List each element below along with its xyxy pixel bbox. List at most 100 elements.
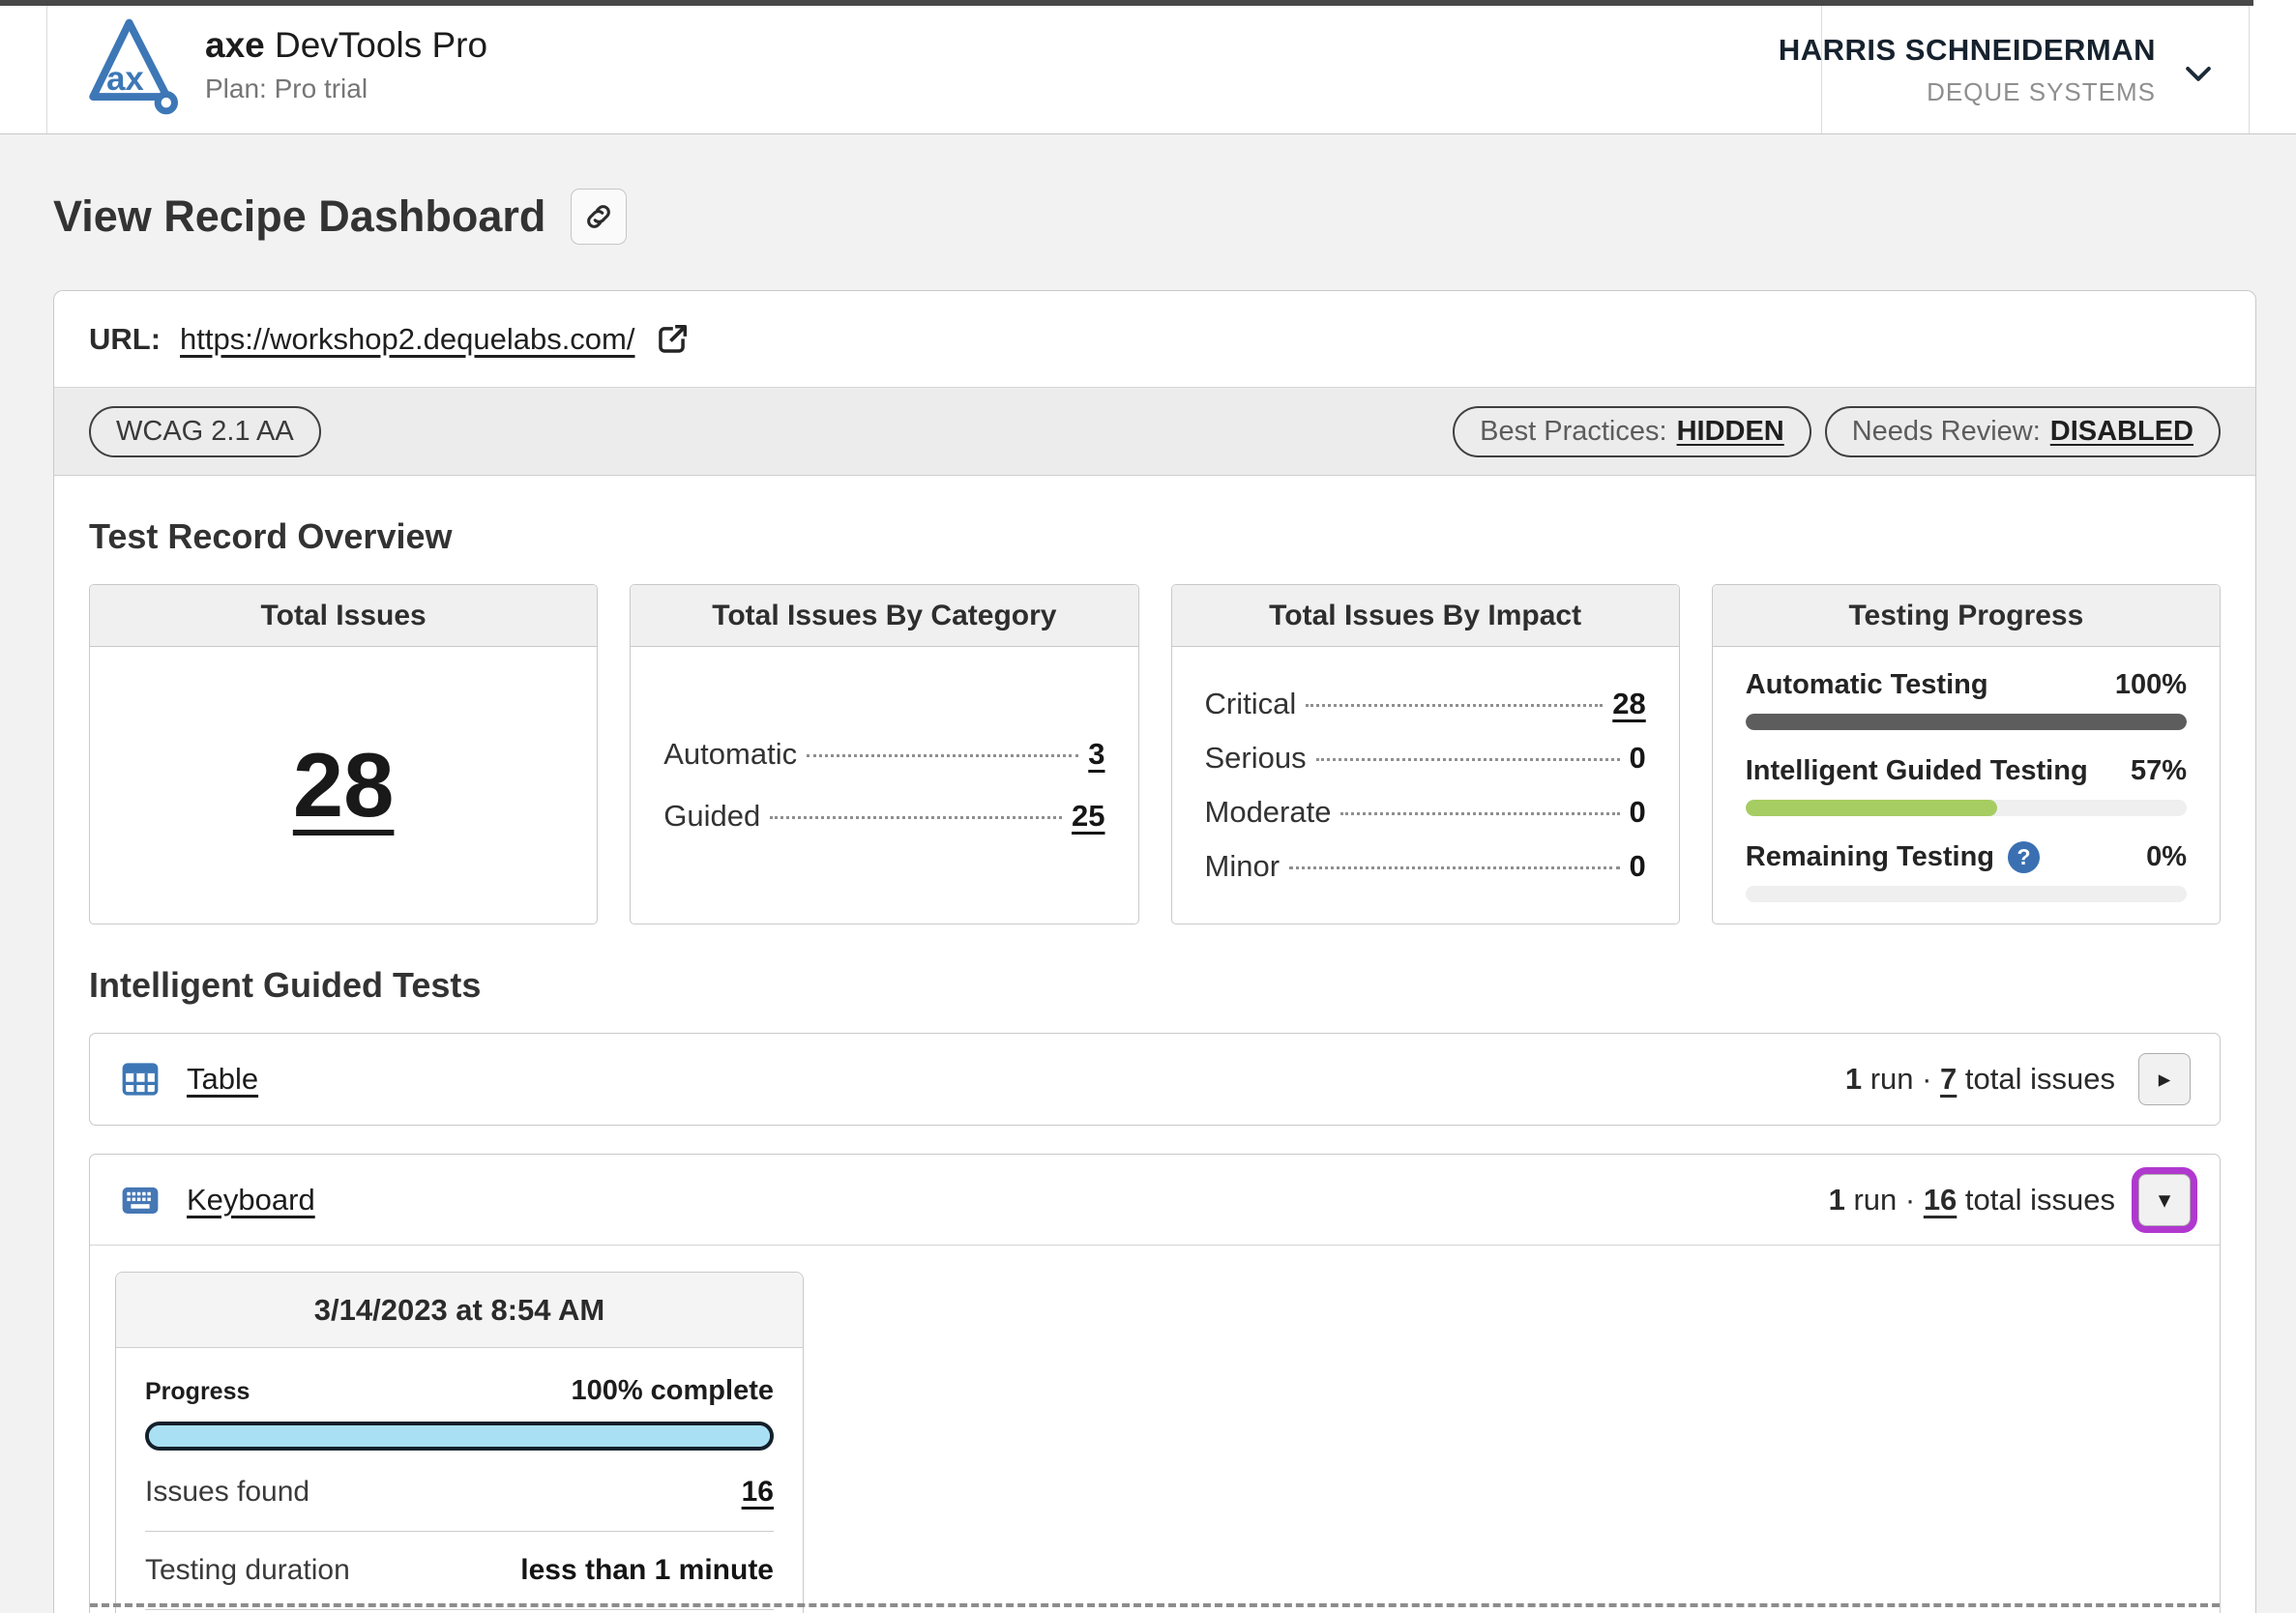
keyboard-issues-link[interactable]: 16 <box>1923 1182 1957 1217</box>
table-expand-button[interactable]: ▸ <box>2138 1053 2191 1105</box>
run-duration-row: Testing duration less than 1 minute <box>145 1554 774 1586</box>
run-duration-value: less than 1 minute <box>520 1554 774 1586</box>
brand: ax axe DevTools Pro Plan: Pro trial <box>81 12 487 118</box>
triangle-down-icon: ▾ <box>2158 1186 2171 1214</box>
help-icon[interactable]: ? <box>2008 840 2041 873</box>
recipe-url-link[interactable]: https://workshop2.dequelabs.com/ <box>180 321 635 356</box>
keyboard-collapse-button[interactable]: ▾ <box>2138 1173 2191 1226</box>
axe-logo-icon: ax <box>89 18 178 115</box>
wcag-badge: WCAG 2.1 AA <box>89 405 321 457</box>
header-divider-left <box>46 6 47 133</box>
plan-label: Plan: Pro trial <box>205 73 368 103</box>
remaining-testing-pct: 0% <box>2146 840 2187 872</box>
keyboard-icon <box>122 1187 159 1214</box>
run-detail-card: 3/14/2023 at 8:54 AM Progress 100% compl… <box>115 1272 804 1613</box>
remaining-testing-progress: Remaining Testing ? 0% <box>1745 840 2187 902</box>
dashed-cutoff-line <box>90 1603 2220 1607</box>
copy-link-button[interactable] <box>571 189 628 245</box>
impact-row-serious: Serious 0 <box>1204 741 1646 775</box>
user-menu-button[interactable]: HARRIS SCHNEIDERMAN DEQUE SYSTEMS <box>1779 6 2249 133</box>
testing-progress-title: Testing Progress <box>1712 585 2220 647</box>
table-issues-link[interactable]: 7 <box>1940 1062 1957 1096</box>
total-issues-value-link[interactable]: 28 <box>292 734 395 836</box>
dotted-leader <box>1306 704 1604 707</box>
keyboard-test-link[interactable]: Keyboard <box>187 1182 315 1217</box>
overview-section: Test Record Overview Total Issues 28 Tot… <box>54 516 2255 1613</box>
keyboard-run-summary: 1 run · 16 total issues ▾ <box>1829 1173 2191 1226</box>
svg-text:ax: ax <box>106 61 144 98</box>
total-issues-title: Total Issues <box>90 585 598 647</box>
header-divider-user-right <box>2249 6 2250 133</box>
url-row: URL: https://workshop2.dequelabs.com/ <box>54 291 2255 387</box>
dotted-leader <box>1340 812 1620 815</box>
table-icon <box>122 1063 159 1096</box>
divider <box>145 1609 774 1610</box>
overview-heading: Test Record Overview <box>89 516 453 556</box>
dotted-leader <box>1315 758 1620 761</box>
run-date-header: 3/14/2023 at 8:54 AM <box>116 1273 803 1348</box>
link-icon <box>587 205 611 228</box>
dotted-leader <box>807 754 1079 757</box>
divider <box>145 1531 774 1532</box>
run-issues-found-link[interactable]: 16 <box>741 1476 774 1508</box>
page-title: View Recipe Dashboard <box>53 191 546 241</box>
header-divider-user-left <box>1821 6 1822 133</box>
overview-cards: Total Issues 28 Total Issues By Category… <box>89 584 2221 924</box>
dotted-leader <box>1289 866 1620 869</box>
user-org: DEQUE SYSTEMS <box>1927 76 2156 106</box>
impact-row-minor: Minor 0 <box>1204 849 1646 883</box>
keyboard-expanded-panel: 3/14/2023 at 8:54 AM Progress 100% compl… <box>90 1246 2220 1613</box>
top-accent-bar <box>0 0 2253 6</box>
category-guided-count-link[interactable]: 25 <box>1072 799 1105 833</box>
app-name: axe DevTools Pro <box>205 25 488 65</box>
run-issues-found-row: Issues found 16 <box>145 1476 774 1508</box>
issues-by-impact-title: Total Issues By Impact <box>1171 585 1679 647</box>
table-run-summary: 1 run · 7 total issues ▸ <box>1845 1053 2191 1105</box>
chevron-down-icon <box>2186 67 2211 81</box>
external-link-icon[interactable] <box>654 321 691 358</box>
guided-test-row-table: Table 1 run · 7 total issues ▸ <box>89 1033 2221 1126</box>
best-practices-toggle[interactable]: Best Practices: HIDDEN <box>1453 405 1811 457</box>
filters-row: WCAG 2.1 AA Best Practices: HIDDEN Needs… <box>54 387 2255 476</box>
progress-fill <box>1745 713 2187 730</box>
title-row: View Recipe Dashboard <box>53 134 2256 245</box>
url-label: URL: <box>89 321 162 356</box>
impact-minor-count: 0 <box>1629 849 1646 883</box>
category-row-automatic: Automatic 3 <box>663 737 1105 771</box>
issues-by-category-title: Total Issues By Category <box>631 585 1138 647</box>
run-progress-fill <box>149 1425 770 1447</box>
run-progress-track <box>145 1422 774 1451</box>
needs-review-toggle[interactable]: Needs Review: DISABLED <box>1824 405 2221 457</box>
progress-fill <box>1745 799 1997 816</box>
impact-serious-count: 0 <box>1629 741 1646 775</box>
impact-row-moderate: Moderate 0 <box>1204 795 1646 829</box>
dotted-leader <box>770 816 1063 819</box>
guided-tests-heading: Intelligent Guided Tests <box>89 965 482 1005</box>
guided-testing-progress: Intelligent Guided Testing 57% <box>1745 754 2187 816</box>
impact-critical-count-link[interactable]: 28 <box>1612 687 1646 720</box>
category-automatic-count-link[interactable]: 3 <box>1088 737 1105 771</box>
category-row-guided: Guided 25 <box>663 799 1105 833</box>
total-issues-card: Total Issues 28 <box>89 584 599 924</box>
main-content: View Recipe Dashboard URL: https://works… <box>53 134 2256 1613</box>
progress-track <box>1745 713 2187 730</box>
triangle-right-icon: ▸ <box>2158 1066 2171 1093</box>
progress-track <box>1745 885 2187 902</box>
run-progress-text: 100% complete <box>571 1375 774 1406</box>
guided-testing-pct: 57% <box>2130 754 2187 786</box>
issues-by-category-card: Total Issues By Category Automatic 3 Gui… <box>630 584 1139 924</box>
issues-by-impact-card: Total Issues By Impact Critical 28 Serio… <box>1170 584 1680 924</box>
testing-progress-card: Testing Progress Automatic Testing 100% <box>1711 584 2221 924</box>
table-test-link[interactable]: Table <box>187 1062 259 1096</box>
recipe-card: URL: https://workshop2.dequelabs.com/ WC… <box>53 290 2256 1613</box>
progress-track <box>1745 799 2187 816</box>
guided-test-row-keyboard: Keyboard 1 run · 16 total issues ▾ <box>89 1154 2221 1613</box>
impact-moderate-count: 0 <box>1629 795 1646 829</box>
automatic-testing-pct: 100% <box>2114 668 2187 700</box>
app-header: ax axe DevTools Pro Plan: Pro trial HARR… <box>0 0 2296 134</box>
run-progress-row: Progress 100% complete <box>145 1375 774 1406</box>
impact-row-critical: Critical 28 <box>1204 687 1646 720</box>
user-name: HARRIS SCHNEIDERMAN <box>1778 32 2156 67</box>
automatic-testing-progress: Automatic Testing 100% <box>1745 668 2187 730</box>
